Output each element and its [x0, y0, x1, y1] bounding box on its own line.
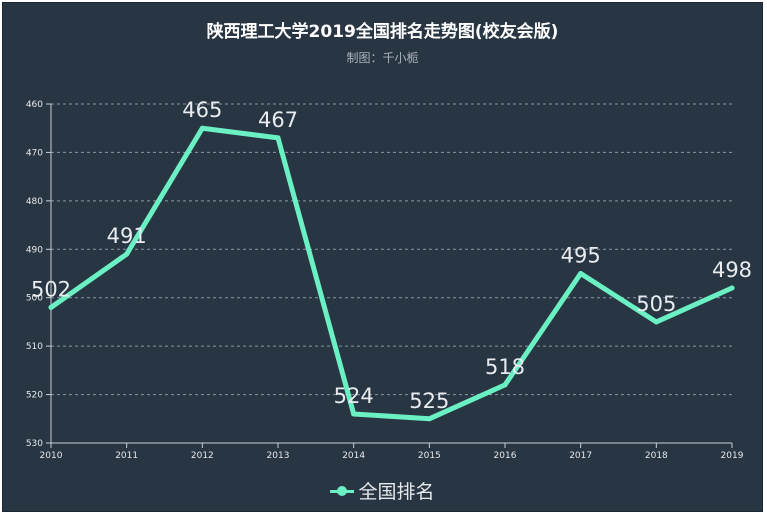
data-point: [502, 382, 508, 388]
data-label: 465: [182, 98, 222, 122]
x-tick-label: 2016: [494, 451, 517, 461]
series-line: [48, 125, 735, 422]
ranking-line-chart: 460 470 480 490 500 510 520 530 2010 2011 2012 2013…: [26, 98, 752, 461]
data-point: [653, 319, 659, 325]
x-tick-label: 2017: [569, 451, 592, 461]
x-tick-label: 2019: [721, 451, 744, 461]
y-tick-label: 520: [26, 391, 43, 401]
y-tick-label: 470: [26, 148, 43, 158]
legend[interactable]: 全国排名: [3, 477, 762, 504]
data-label: 502: [31, 277, 71, 301]
x-tick-label: 2015: [418, 451, 441, 461]
y-tick-label: 480: [26, 197, 43, 207]
x-tick-label: 2018: [645, 451, 668, 461]
data-point: [578, 271, 584, 276]
x-tick-label: 2010: [40, 451, 63, 461]
y-tick-label: 500: [26, 294, 43, 304]
y-tick-label: 530: [26, 439, 43, 449]
chart-subtitle: 制图：千小栀: [346, 51, 419, 65]
legend-label: 全国排名: [358, 481, 435, 503]
chart-title: 陕西理工大学2019全国排名走势图(校友会版): [206, 22, 559, 42]
data-label: 491: [107, 224, 147, 248]
data-label: 498: [712, 258, 752, 282]
data-point: [275, 135, 281, 141]
data-label: 505: [636, 292, 676, 316]
data-point: [351, 411, 357, 417]
data-point: [199, 125, 205, 131]
data-point: [426, 416, 432, 422]
data-point: [48, 304, 54, 310]
data-point: [124, 251, 130, 257]
data-label: 525: [409, 389, 449, 413]
x-tick-label: 2012: [191, 451, 214, 461]
x-tick-label: 2013: [267, 451, 290, 461]
y-tick-label: 490: [26, 245, 43, 255]
legend-marker-icon: [330, 485, 355, 497]
data-label: 467: [258, 108, 298, 132]
data-label: 524: [334, 384, 374, 408]
x-tick-label: 2011: [115, 451, 138, 461]
y-tick-label: 510: [26, 342, 43, 352]
data-point: [729, 285, 735, 291]
y-tick-label: 460: [26, 100, 43, 110]
data-label: 495: [561, 244, 601, 268]
x-tick-label: 2014: [342, 451, 365, 461]
data-label: 518: [485, 355, 525, 379]
